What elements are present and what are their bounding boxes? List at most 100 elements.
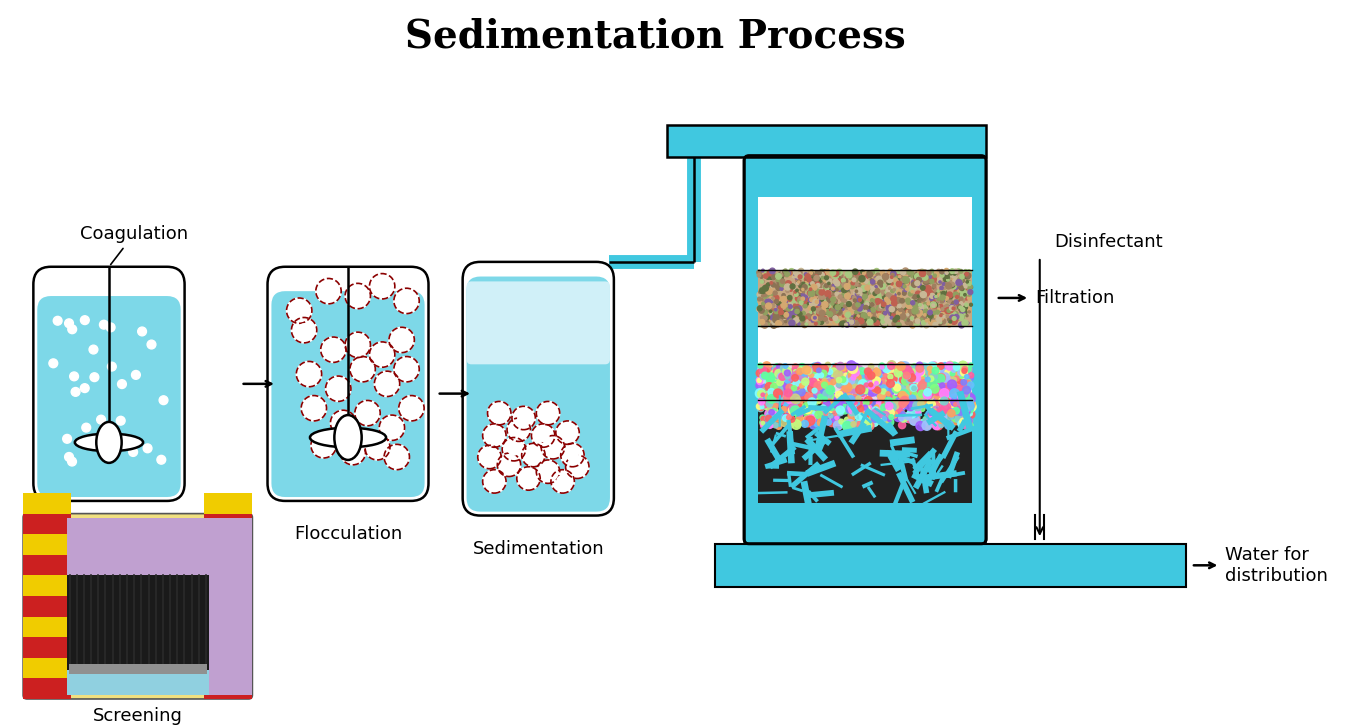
Circle shape (320, 337, 346, 362)
Circle shape (763, 401, 769, 408)
Circle shape (822, 387, 830, 395)
Circle shape (851, 375, 855, 380)
Circle shape (842, 298, 846, 302)
Circle shape (772, 366, 779, 372)
Circle shape (847, 403, 853, 409)
Circle shape (862, 278, 866, 282)
Circle shape (787, 308, 791, 313)
Circle shape (896, 403, 904, 411)
Circle shape (784, 271, 790, 277)
Circle shape (795, 310, 799, 313)
Circle shape (892, 306, 894, 308)
Circle shape (784, 370, 791, 376)
Circle shape (767, 283, 769, 286)
Circle shape (816, 276, 823, 283)
Circle shape (923, 417, 928, 421)
Circle shape (846, 272, 849, 276)
Circle shape (955, 292, 958, 295)
Circle shape (812, 321, 814, 323)
Circle shape (885, 324, 886, 326)
Circle shape (888, 320, 893, 325)
Circle shape (912, 312, 916, 315)
Ellipse shape (97, 422, 121, 463)
Circle shape (866, 368, 876, 377)
Circle shape (853, 296, 855, 300)
Circle shape (787, 415, 791, 419)
Circle shape (886, 403, 896, 411)
Circle shape (756, 403, 763, 409)
Circle shape (835, 420, 839, 425)
Circle shape (837, 382, 843, 388)
Circle shape (795, 387, 802, 395)
Circle shape (928, 377, 936, 385)
Circle shape (827, 312, 833, 317)
Circle shape (940, 397, 948, 405)
Circle shape (878, 300, 882, 304)
Circle shape (800, 369, 808, 376)
Circle shape (880, 322, 881, 324)
Circle shape (936, 377, 944, 384)
Circle shape (937, 315, 941, 319)
Circle shape (800, 393, 808, 401)
Circle shape (790, 374, 798, 383)
Circle shape (850, 275, 854, 278)
Circle shape (803, 415, 812, 425)
Circle shape (915, 284, 917, 286)
Circle shape (911, 308, 915, 313)
Circle shape (881, 411, 889, 420)
Circle shape (769, 391, 779, 400)
Circle shape (838, 398, 846, 406)
Circle shape (841, 391, 850, 401)
FancyBboxPatch shape (268, 267, 429, 501)
FancyBboxPatch shape (467, 276, 611, 512)
Circle shape (936, 269, 940, 273)
Circle shape (929, 412, 936, 419)
Circle shape (834, 302, 837, 305)
Circle shape (921, 322, 925, 326)
Circle shape (912, 281, 916, 284)
Circle shape (927, 417, 935, 424)
Circle shape (874, 368, 878, 373)
Circle shape (932, 319, 936, 324)
Circle shape (921, 385, 927, 390)
Circle shape (814, 297, 816, 300)
Circle shape (959, 286, 963, 290)
Circle shape (763, 294, 768, 299)
Circle shape (807, 368, 812, 374)
Circle shape (814, 274, 819, 279)
Circle shape (806, 406, 814, 414)
Circle shape (761, 384, 769, 392)
Circle shape (937, 290, 939, 292)
Circle shape (157, 455, 165, 464)
Circle shape (811, 382, 818, 388)
Circle shape (769, 268, 775, 274)
Circle shape (900, 396, 909, 405)
Circle shape (884, 393, 889, 398)
Circle shape (931, 276, 936, 282)
Circle shape (915, 372, 924, 381)
Circle shape (890, 405, 896, 411)
Circle shape (765, 316, 769, 319)
Circle shape (790, 299, 795, 305)
Circle shape (936, 374, 944, 383)
Circle shape (932, 310, 936, 314)
Circle shape (815, 271, 818, 273)
Circle shape (847, 371, 853, 375)
FancyBboxPatch shape (467, 281, 611, 364)
Circle shape (902, 292, 907, 295)
Circle shape (944, 391, 948, 395)
Circle shape (494, 407, 506, 419)
Circle shape (768, 401, 779, 410)
Circle shape (845, 323, 849, 327)
Circle shape (826, 290, 831, 296)
Circle shape (820, 308, 826, 313)
Circle shape (902, 284, 905, 288)
Circle shape (933, 393, 939, 399)
Circle shape (566, 449, 578, 461)
Circle shape (960, 379, 967, 385)
Circle shape (833, 308, 838, 313)
Circle shape (807, 302, 812, 308)
Bar (204, 534, 253, 555)
Circle shape (853, 303, 858, 310)
Circle shape (964, 291, 968, 295)
